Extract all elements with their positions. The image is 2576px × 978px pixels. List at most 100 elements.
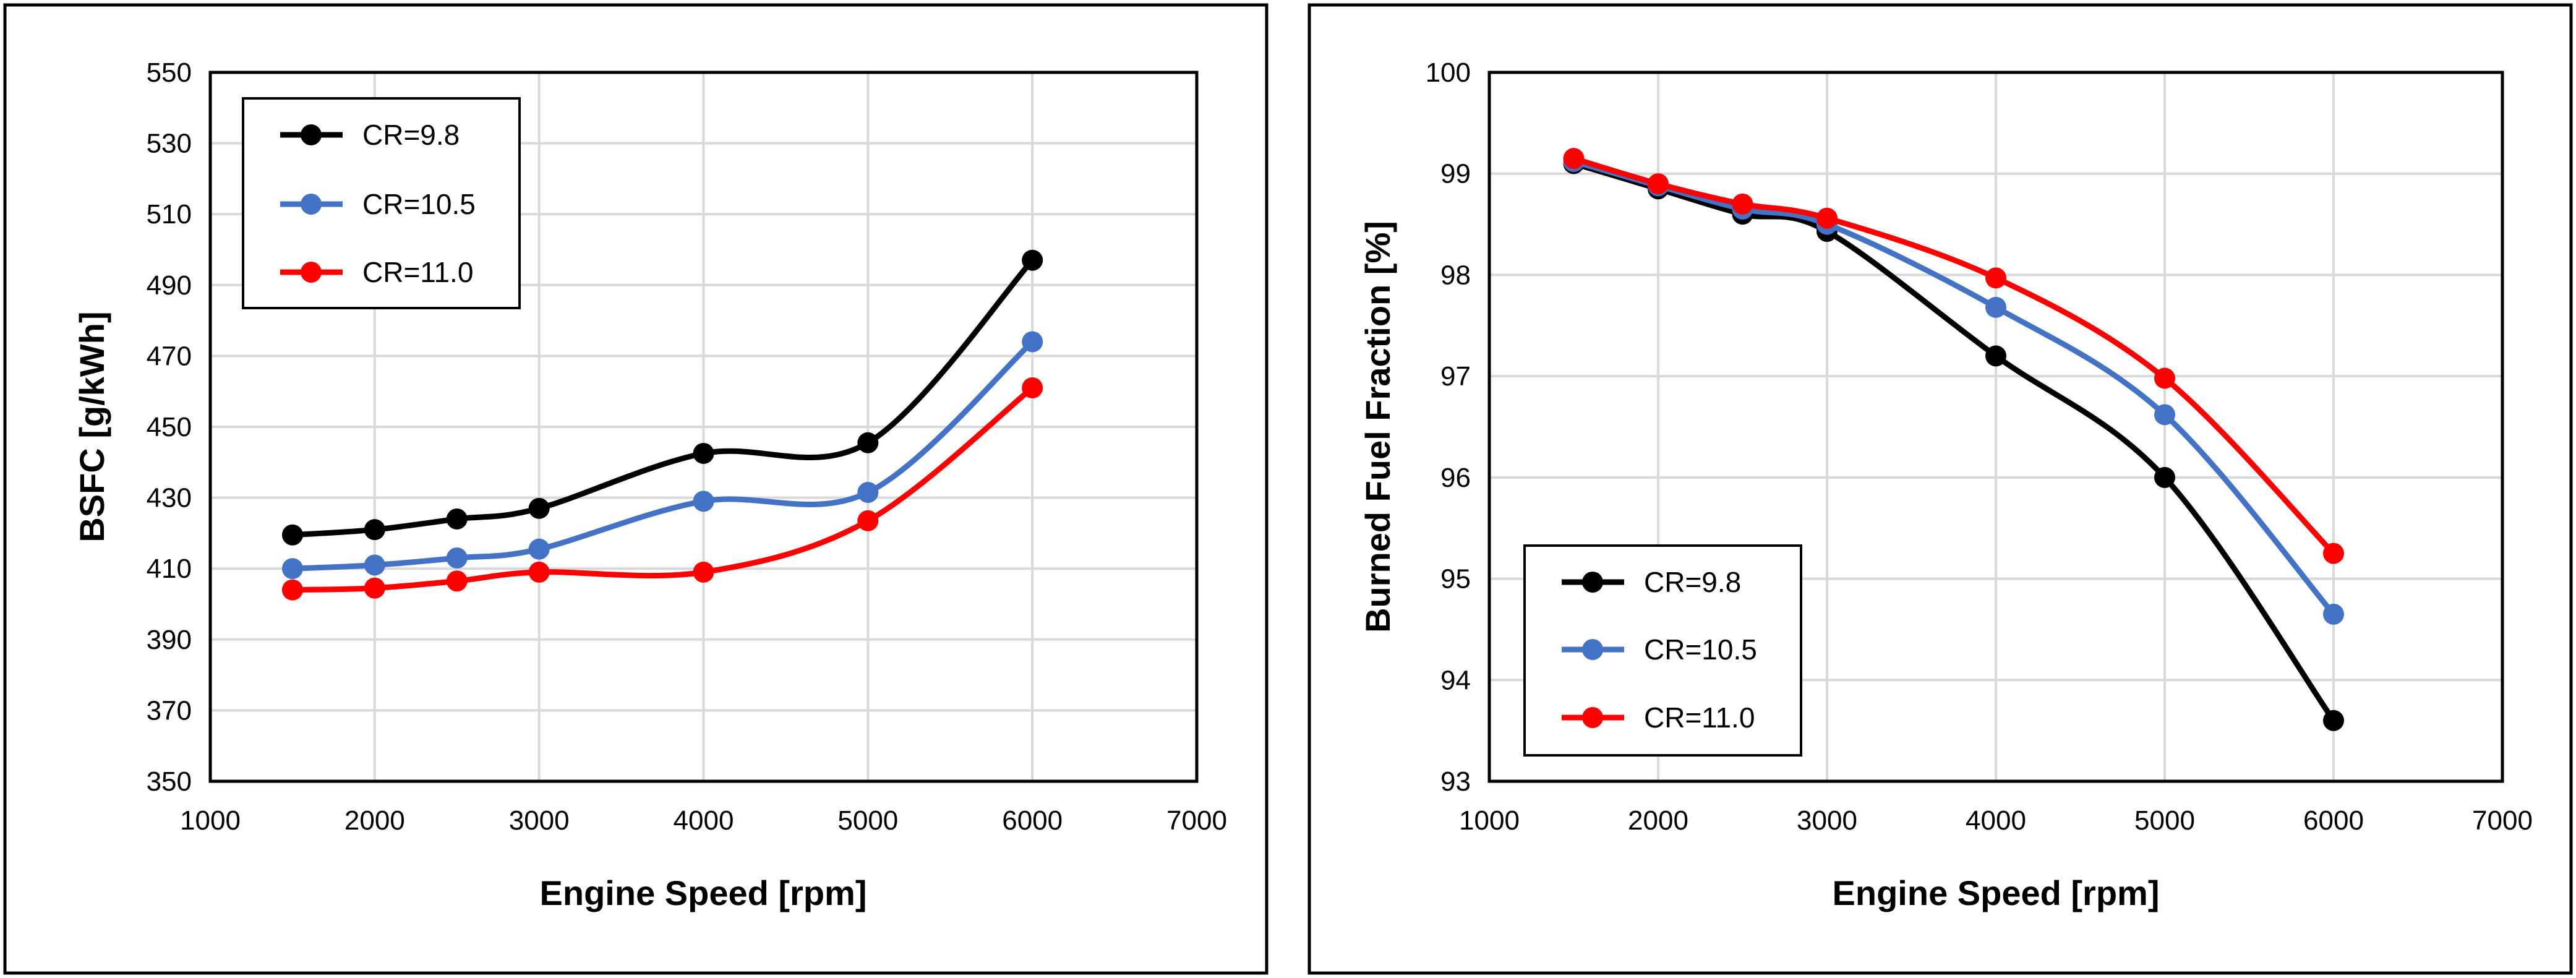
plot-area-border xyxy=(208,71,1199,783)
data-point xyxy=(693,442,714,464)
y-tick-label: 470 xyxy=(147,341,192,371)
data-point xyxy=(364,577,385,599)
chart-frame xyxy=(3,3,1269,975)
y-tick-label: 410 xyxy=(147,554,192,584)
legend-label: CR=9.8 xyxy=(1644,566,1741,598)
data-point xyxy=(1985,296,2006,318)
x-tick-label: 4000 xyxy=(674,805,734,836)
data-point xyxy=(446,547,468,569)
data-point xyxy=(1985,345,2006,367)
series-group xyxy=(281,249,1043,601)
legend-label: CR=10.5 xyxy=(1644,633,1757,666)
x-tick-label: 2000 xyxy=(1628,805,1688,836)
x-tick-label: 7000 xyxy=(1166,805,1227,836)
legend-marker xyxy=(1582,707,1603,728)
data-point xyxy=(1648,173,1669,195)
data-point xyxy=(2154,466,2175,488)
x-axis-title: Engine Speed [rpm] xyxy=(1833,873,2160,912)
legend: CR=9.8 CR=10.5 CR=11.0 xyxy=(242,97,521,309)
data-point xyxy=(2323,603,2344,625)
y-tick-label: 99 xyxy=(1440,159,1471,189)
legend-entry: CR=11.0 xyxy=(1562,701,1755,734)
data-point xyxy=(693,561,714,583)
data-point xyxy=(857,482,879,504)
series-line xyxy=(289,257,1035,538)
data-point xyxy=(446,508,468,530)
x-tick-label: 3000 xyxy=(509,805,570,836)
plot-area-border xyxy=(1487,71,2504,783)
x-tick-label: 4000 xyxy=(1966,805,2026,836)
chart-burned-fuel-fraction: 93 94 95 96 97 98 99 100 1000 2000 3000 4000 5000 60… xyxy=(1307,3,2573,975)
y-tick-label: 96 xyxy=(1440,463,1471,493)
y-tick-label: 93 xyxy=(1440,766,1471,797)
data-point xyxy=(281,524,303,546)
y-tick-label: 370 xyxy=(147,695,192,726)
series-line xyxy=(1571,160,2337,724)
data-point xyxy=(857,510,879,531)
data-point xyxy=(857,432,879,453)
data-point xyxy=(2323,710,2344,731)
legend-entry: CR=10.5 xyxy=(1562,633,1757,666)
x-tick-label: 3000 xyxy=(1797,805,1857,836)
legend-marker xyxy=(1582,639,1603,660)
chart-frame xyxy=(1307,3,2573,975)
chart-bsfc: 350 370 390 410 430 450 470 490 510 530 550 1000 20… xyxy=(3,3,1269,975)
x-tick-label: 5000 xyxy=(2134,805,2195,836)
x-tick-label: 2000 xyxy=(344,805,405,836)
legend-entry: CR=9.8 xyxy=(1562,566,1741,598)
x-axis-title: Engine Speed [rpm] xyxy=(540,873,867,912)
data-point xyxy=(364,554,385,576)
y-tick-label: 95 xyxy=(1440,564,1471,594)
data-point xyxy=(364,519,385,541)
y-tick-group: 350 370 390 410 430 450 470 490 510 530 550 xyxy=(147,58,192,797)
legend: CR=9.8 CR=10.5 CR=11.0 xyxy=(1523,544,1802,757)
y-axis-title: Burned Fuel Fraction [%] xyxy=(1358,221,1397,633)
legend-label: CR=10.5 xyxy=(362,188,476,220)
data-point xyxy=(446,570,468,592)
x-tick-label: 7000 xyxy=(2472,805,2533,836)
data-point xyxy=(528,561,550,583)
y-tick-label: 430 xyxy=(147,483,192,513)
y-tick-label: 510 xyxy=(147,199,192,229)
data-point xyxy=(1022,249,1043,271)
legend-marker xyxy=(301,194,322,215)
data-point xyxy=(1732,193,1753,215)
y-axis-title: BSFC [g/kWh] xyxy=(72,311,111,542)
legend-entry: CR=10.5 xyxy=(280,188,476,220)
y-tick-label: 490 xyxy=(147,270,192,301)
y-tick-group: 93 94 95 96 97 98 99 100 xyxy=(1426,58,1471,797)
data-point xyxy=(281,579,303,601)
data-point xyxy=(1022,377,1043,398)
legend-label: CR=9.8 xyxy=(362,119,460,151)
series-group xyxy=(1563,148,2344,731)
legend-marker xyxy=(301,262,322,283)
y-tick-label: 530 xyxy=(147,129,192,159)
data-point xyxy=(1563,148,1585,169)
legend-entry: CR=11.0 xyxy=(280,256,473,288)
x-tick-group: 1000 2000 3000 4000 5000 6000 7000 xyxy=(1459,805,2533,836)
data-point xyxy=(528,497,550,519)
y-tick-label: 97 xyxy=(1440,361,1471,392)
data-point xyxy=(1985,267,2006,289)
legend-label: CR=11.0 xyxy=(362,256,473,288)
data-point xyxy=(1022,331,1043,353)
data-point xyxy=(281,558,303,580)
y-tick-label: 550 xyxy=(147,58,192,88)
y-tick-label: 350 xyxy=(147,766,192,797)
series-line xyxy=(289,385,1035,593)
data-point xyxy=(528,538,550,560)
legend-label: CR=11.0 xyxy=(1644,701,1755,734)
x-tick-label: 6000 xyxy=(1002,805,1063,836)
x-tick-label: 5000 xyxy=(837,805,898,836)
data-point xyxy=(1816,207,1838,229)
y-tick-label: 98 xyxy=(1440,260,1471,290)
legend-marker xyxy=(301,124,322,145)
legend-marker xyxy=(1582,572,1603,593)
x-tick-group: 1000 2000 3000 4000 5000 6000 7000 xyxy=(180,805,1227,836)
y-tick-label: 94 xyxy=(1440,665,1471,695)
legend-entry: CR=9.8 xyxy=(280,119,460,151)
y-tick-label: 450 xyxy=(147,412,192,442)
x-tick-label: 6000 xyxy=(2303,805,2364,836)
data-point xyxy=(2323,543,2344,564)
